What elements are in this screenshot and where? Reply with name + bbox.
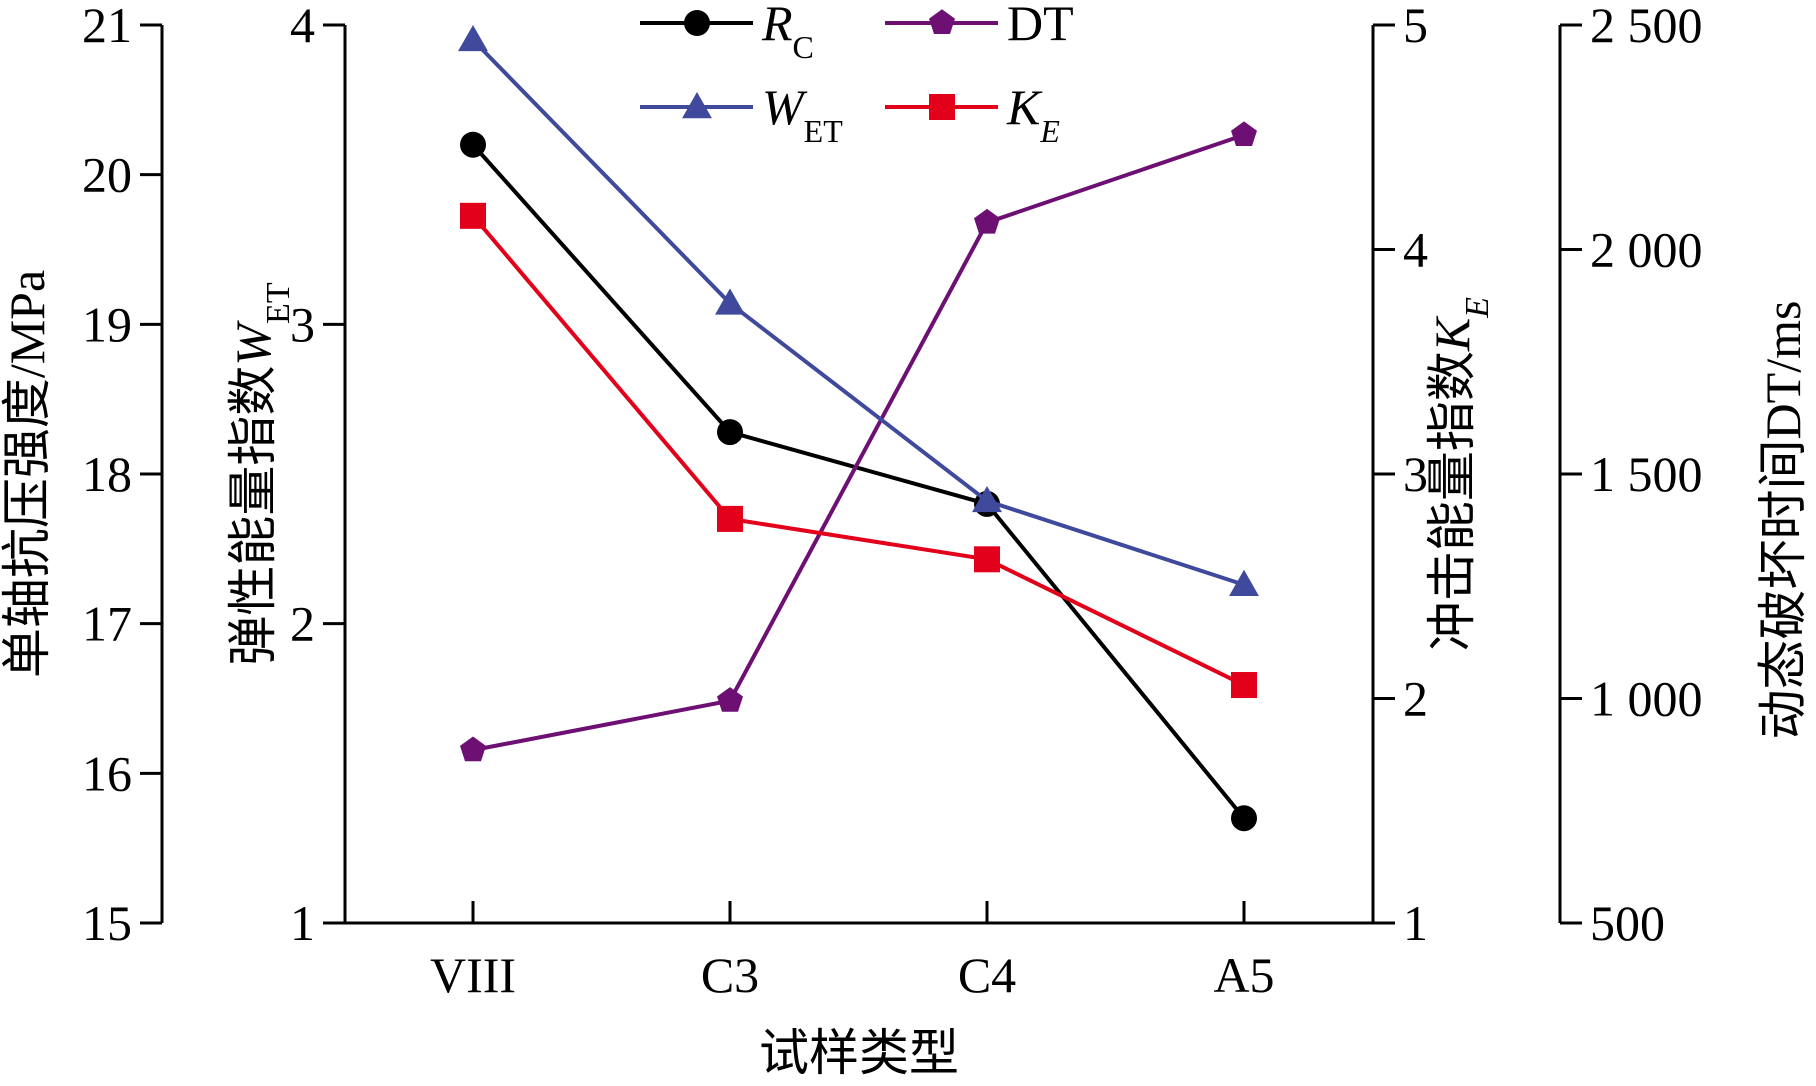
x-tick-label: VIII xyxy=(430,947,516,1003)
axis-ke-tick-label: 1 xyxy=(1403,895,1428,951)
legend-swatch-marker xyxy=(929,94,955,120)
axis-wet-title: 弹性能量指数WET xyxy=(225,282,297,665)
x-tick-label: C3 xyxy=(701,947,759,1003)
series-dt-line xyxy=(472,133,1245,753)
axis-ke-tick-label: 4 xyxy=(1403,222,1428,278)
axis-dt-tick-label: 2 000 xyxy=(1590,222,1703,278)
legend-swatch-marker xyxy=(684,10,710,36)
axis-dt-tick-label: 1 500 xyxy=(1590,446,1703,502)
legend-label-rc: RC xyxy=(761,0,814,65)
axis-dt: 500 1 000 1 500 2 000 2 500 xyxy=(1558,0,1703,951)
axis-ke-tick-label: 3 xyxy=(1403,446,1428,502)
x-tick-label: C4 xyxy=(958,947,1016,1003)
legend-label-ke: KE xyxy=(1006,79,1060,149)
x-tick-label: A5 xyxy=(1213,947,1274,1003)
series-wet-point xyxy=(1229,569,1259,596)
series-rc xyxy=(460,131,1257,832)
legend-label-wet: WET xyxy=(762,79,843,149)
axis-wet-tick-label: 2 xyxy=(290,596,315,652)
series-wet-point xyxy=(715,288,745,315)
axis-rc-tick-label: 20 xyxy=(82,147,132,203)
series-rc-point xyxy=(717,419,743,446)
series-rc-point xyxy=(460,131,486,158)
legend-label-dt: DT xyxy=(1007,0,1074,51)
series-ke-point xyxy=(717,505,743,532)
axis-dt-tick-label: 2 500 xyxy=(1590,0,1703,53)
legend-item-rc: RC xyxy=(640,0,814,65)
series-dt-point xyxy=(717,687,743,712)
series-wet-point xyxy=(972,485,1002,513)
axis-ke-tick-label: 2 xyxy=(1403,671,1428,727)
series-wet xyxy=(458,25,1259,596)
axis-rc-tick-label: 17 xyxy=(82,596,132,652)
series-ke-point xyxy=(974,546,1000,573)
series-rc-line xyxy=(471,143,1246,820)
x-axis-title: 试样类型 xyxy=(759,1025,959,1081)
legend-item-ke: KE xyxy=(885,79,1060,149)
legend: RC DT WET KE xyxy=(640,0,1074,149)
axis-wet-tick-label: 3 xyxy=(290,296,315,352)
axis-ke-tick-label: 5 xyxy=(1403,0,1428,53)
series-wet-line xyxy=(471,38,1245,587)
axis-rc-tick-label: 18 xyxy=(82,446,132,502)
axis-ke: 1 2 3 4 5 xyxy=(1371,0,1428,951)
series-wet-point xyxy=(458,25,488,52)
series-ke-line xyxy=(471,214,1245,687)
series-ke xyxy=(460,202,1257,699)
axis-dt-tick-label: 500 xyxy=(1590,895,1665,951)
axis-rc-title: 单轴抗压强度/MPa xyxy=(0,270,55,678)
legend-swatch-marker xyxy=(929,9,955,35)
series-ke-point xyxy=(460,202,486,229)
legend-item-dt: DT xyxy=(885,0,1074,51)
axis-ke-title: 冲击能量指数KE xyxy=(1424,297,1496,651)
series-dt-point xyxy=(974,208,1000,234)
axis-rc-tick-label: 19 xyxy=(82,296,132,352)
axis-dt-tick-label: 1 000 xyxy=(1590,671,1703,727)
series-rc-point xyxy=(1231,805,1257,832)
axis-wet: 1 2 3 4 xyxy=(290,0,347,951)
axis-rc-tick-label: 16 xyxy=(82,745,132,801)
legend-swatch-marker xyxy=(682,92,712,119)
axis-dt-title: 动态破坏时间DT/ms xyxy=(1755,301,1811,740)
axis-rc-tick-label: 15 xyxy=(82,895,132,951)
series-dt-point xyxy=(1231,121,1257,146)
axis-wet-tick-label: 4 xyxy=(290,0,315,53)
axis-rc-tick-label: 21 xyxy=(82,0,132,53)
axis-wet-tick-label: 1 xyxy=(290,895,315,951)
legend-item-wet: WET xyxy=(640,79,843,149)
series-dt-point xyxy=(460,736,486,762)
series-layer xyxy=(458,25,1259,832)
series-dt xyxy=(460,121,1257,762)
series-ke-point xyxy=(1231,672,1257,699)
axis-rc: 15 16 17 18 19 20 21 xyxy=(82,0,164,951)
